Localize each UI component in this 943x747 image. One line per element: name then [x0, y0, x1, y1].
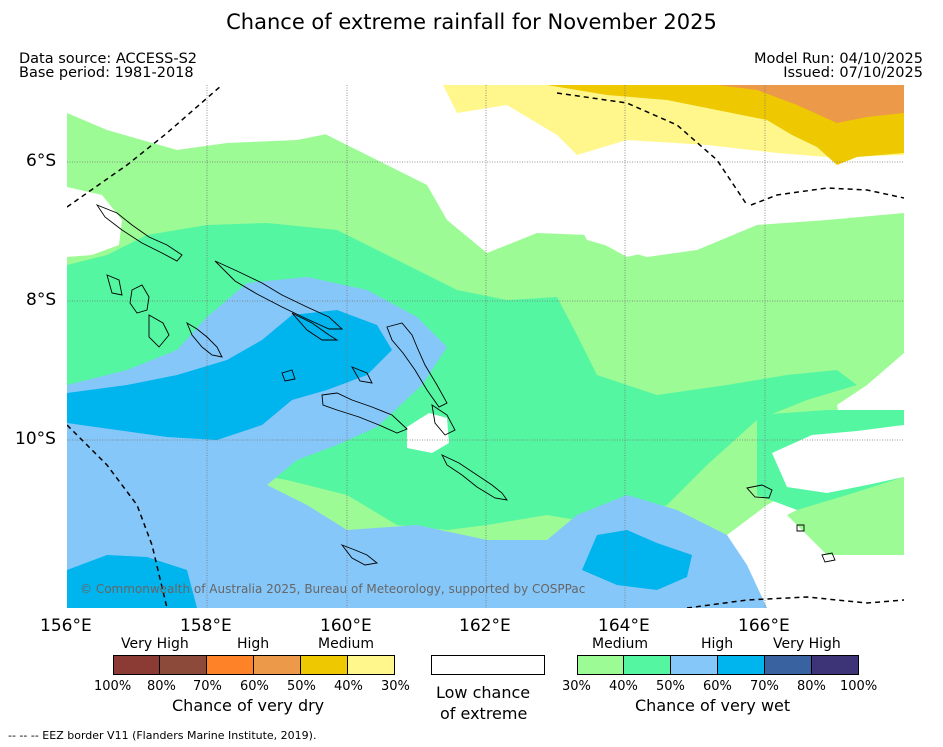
legend-wet-swatch-5 — [812, 655, 859, 675]
legend-wet-swatch-4 — [765, 655, 812, 675]
legend-dry-swatch-3 — [254, 655, 301, 675]
region-high-dry — [717, 85, 904, 123]
legend-dry-medium: Medium — [318, 636, 374, 652]
legend-dry-pct-40: 40% — [334, 679, 363, 694]
copyright-notice: © Commonwealth of Australia 2025, Bureau… — [80, 582, 585, 596]
legend-low-chance-line1: Low chance — [436, 683, 531, 702]
legend-dry-high: High — [237, 636, 270, 652]
rainfall-map: © Commonwealth of Australia 2025, Bureau… — [67, 85, 904, 608]
base-period-label: Base period: 1981-2018 — [19, 65, 194, 81]
lon-label-158e: 158°E — [180, 616, 232, 636]
legend-wet-pct-60: 60% — [703, 679, 732, 694]
issued-label: Issued: 07/10/2025 — [783, 65, 923, 81]
region-medium-wet-east — [787, 477, 904, 555]
legend-wet-pct-100: 100% — [840, 679, 878, 694]
region-high-wet-strong — [67, 310, 392, 440]
legend-wet-medium: Medium — [592, 636, 648, 652]
legend-dry-swatch-5 — [348, 655, 395, 675]
legend-wet-swatch-2 — [671, 655, 718, 675]
legend-dry-caption: Chance of very dry — [172, 696, 325, 715]
chart-title: Chance of extreme rainfall for November … — [226, 10, 717, 34]
legend-wet-very-high: Very High — [773, 636, 841, 652]
data-source-label: Data source: ACCESS-S2 — [19, 51, 198, 67]
legend-dry-swatch-0 — [113, 655, 160, 675]
legend-wet-pct-80: 80% — [797, 679, 826, 694]
lon-label-156e: 156°E — [40, 616, 92, 636]
region-low-chance-east — [772, 425, 904, 493]
legend-wet-pct-70: 70% — [750, 679, 779, 694]
legend-dry-swatch-2 — [207, 655, 254, 675]
region-high-wet-east — [582, 530, 692, 590]
legend-wet-pct-50: 50% — [656, 679, 685, 694]
lon-label-160e: 160°E — [320, 616, 372, 636]
legend-dry-swatch-4 — [301, 655, 348, 675]
eez-borders — [67, 85, 904, 608]
lon-label-162e: 162°E — [459, 616, 511, 636]
legend-dry-pct-50: 50% — [287, 679, 316, 694]
model-run-label: Model Run: 04/10/2025 — [753, 51, 923, 67]
lat-label-8s: 8°S — [26, 290, 57, 310]
lon-label-166e: 166°E — [738, 616, 790, 636]
legend-low-chance-line2: of extreme — [440, 704, 528, 723]
legend-wet-high: High — [701, 636, 734, 652]
legend-wet-swatch-1 — [624, 655, 671, 675]
legend-wet-swatch-0 — [577, 655, 624, 675]
legend-dry-pct-70: 70% — [193, 679, 222, 694]
region-low-chance-island — [407, 413, 449, 453]
lat-label-10s: 10°S — [15, 429, 56, 449]
lat-label-6s: 6°S — [26, 151, 57, 171]
legend-dry-pct-100: 100% — [94, 679, 132, 694]
coastlines — [95, 204, 836, 566]
legend-low-chance-swatch — [431, 655, 545, 675]
legend-dry-pct-60: 60% — [240, 679, 269, 694]
graticule — [67, 85, 904, 608]
legend-wet-swatch-3 — [718, 655, 765, 675]
legend-dry-pct-80: 80% — [147, 679, 176, 694]
legend-dry-very-high: Very High — [121, 636, 189, 652]
eez-footnote: -- -- -- EEZ border V11 (Flanders Marine… — [8, 729, 317, 742]
legend-wet-caption: Chance of very wet — [635, 696, 791, 715]
region-low-chance-west — [67, 187, 122, 257]
legend-wet-pct-40: 40% — [609, 679, 638, 694]
legend-dry-swatch-1 — [160, 655, 207, 675]
lon-label-164e: 164°E — [598, 616, 650, 636]
legend-dry-pct-30: 30% — [381, 679, 410, 694]
legend-wet-pct-30: 30% — [562, 679, 591, 694]
